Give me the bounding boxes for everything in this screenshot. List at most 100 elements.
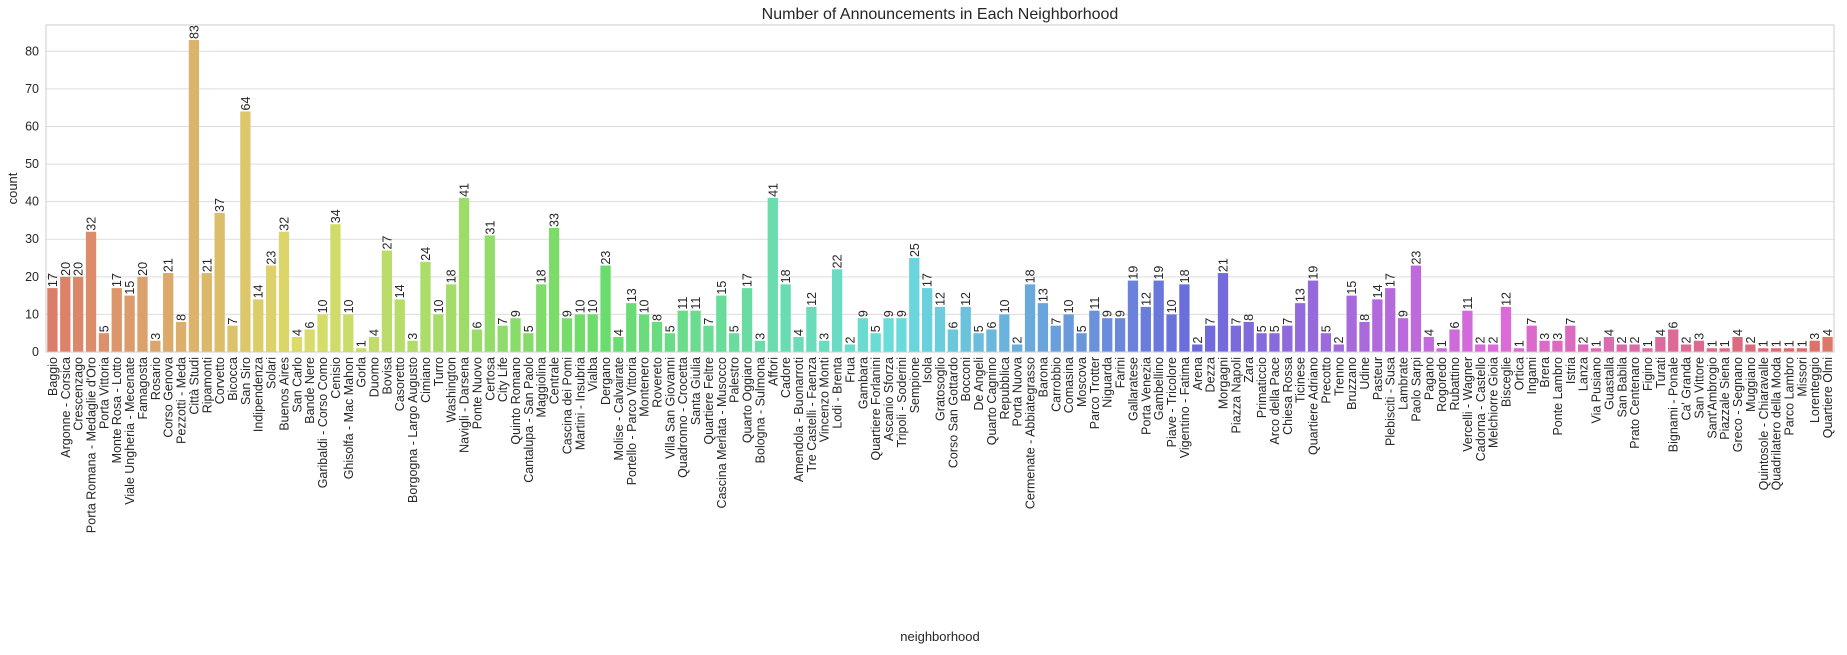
bar-value-label: 5: [522, 325, 536, 332]
bar-value-label: 1: [1590, 340, 1604, 347]
x-tick-label: Città Studi: [187, 357, 201, 415]
bar-value-label: 3: [406, 333, 420, 340]
bars-layer: [47, 40, 1833, 352]
x-tick-label: Rogoredo: [1435, 357, 1449, 412]
x-tick-label: Prato Centenaro: [1628, 357, 1642, 449]
x-tick-label: Vercelli - Wagner: [1461, 357, 1475, 452]
bar: [844, 344, 856, 352]
bar: [1204, 325, 1216, 352]
bar-value-label: 18: [779, 269, 793, 283]
x-tick-label: Molise - Calvairate: [612, 357, 626, 461]
x-tick-label: Quintosole - Chiaravalle: [1757, 357, 1771, 490]
bar: [291, 336, 302, 352]
bar-value-label: 8: [1242, 314, 1256, 321]
x-tick-label: Primaticcio: [1255, 357, 1269, 418]
bar-value-label: 19: [1152, 266, 1166, 280]
x-tick-label: San Vittore: [1692, 357, 1706, 419]
x-tick-label: Ticinese: [1294, 357, 1308, 403]
x-tick-label: Ortica: [1512, 357, 1526, 390]
x-tick-label: Lodi - Brenta: [831, 357, 845, 429]
bar: [1809, 340, 1820, 352]
bar: [896, 318, 907, 352]
x-tick-label: Bocconi: [959, 357, 973, 401]
bar-value-label: 7: [1204, 318, 1218, 325]
bar: [677, 310, 688, 352]
bar-value-label: 24: [419, 247, 433, 261]
x-tick-label: Quartiere Feltre: [702, 357, 716, 445]
bar-value-label: 10: [638, 299, 652, 313]
x-tick-label: Baggio: [46, 357, 60, 396]
x-tick-label: Cascina Merlata - Musocco: [715, 357, 729, 508]
x-tick-label: San Babila: [1615, 357, 1629, 418]
bar: [111, 288, 122, 352]
bar-value-label: 2: [1191, 336, 1205, 343]
x-tick-label: Pezzotti - Meda: [175, 357, 189, 444]
bar-value-label: 10: [316, 299, 330, 313]
bar: [446, 284, 457, 352]
bar-value-label: 7: [1049, 318, 1063, 325]
x-tick-label: Quarto Cagnino: [985, 357, 999, 445]
bar: [1796, 348, 1807, 352]
bar: [73, 276, 84, 352]
bar-value-label: 1: [1705, 340, 1719, 347]
bar-value-label: 21: [162, 258, 176, 272]
bar: [1153, 280, 1164, 352]
bar-value-label: 11: [676, 297, 690, 310]
x-tick-label: Lorenteggio: [1808, 357, 1822, 423]
x-tick-label: Corso San Gottardo: [946, 357, 960, 468]
bar: [394, 299, 405, 352]
x-tick-label: Rubattino: [1448, 357, 1462, 411]
bar-value-label: 5: [1319, 325, 1333, 332]
bar-value-label: 6: [303, 321, 317, 328]
x-tick-label: Bicocca: [226, 357, 240, 401]
bar: [690, 310, 701, 352]
x-tick-label: Cimiano: [419, 357, 433, 403]
bar: [240, 111, 251, 352]
bar: [60, 276, 71, 352]
x-tick-label: Certosa: [483, 357, 497, 401]
x-tick-label: Guastalla: [1602, 357, 1616, 410]
bar-value-label: 64: [239, 96, 253, 110]
bar-value-label: 3: [818, 333, 832, 340]
bar: [471, 329, 483, 352]
bar: [137, 276, 148, 352]
y-axis-label: count: [5, 172, 20, 204]
x-tick-label: Istria: [1564, 357, 1578, 384]
x-tick-label: Morgagni: [1216, 357, 1230, 409]
bar-value-label: 17: [1384, 273, 1398, 287]
x-tick-label: Repubblica: [998, 357, 1012, 420]
bar-value-label: 18: [1024, 269, 1038, 283]
bar: [1732, 336, 1743, 352]
bar: [1063, 314, 1074, 352]
bar-value-label: 1: [1512, 340, 1526, 347]
bar: [1089, 310, 1100, 352]
x-tick-label: Ponte Nuovo: [470, 357, 484, 429]
bar: [999, 314, 1010, 352]
bar-value-label: 1: [1641, 340, 1655, 347]
bar-value-label: 12: [1139, 292, 1153, 306]
bar-value-label: 83: [187, 25, 201, 39]
bar-value-label: 21: [200, 258, 214, 272]
bar-value-label: 20: [72, 262, 86, 276]
bar: [934, 306, 946, 352]
bar-value-label: 10: [342, 299, 356, 313]
bar-value-label: 2: [1474, 336, 1488, 343]
bar-value-label: 8: [651, 314, 665, 321]
x-tick-label: Borgogna - Largo Augusto: [406, 357, 420, 503]
x-tick-label: Washington: [445, 357, 459, 423]
bar: [1024, 284, 1036, 352]
bar: [703, 325, 714, 352]
bar: [163, 273, 174, 352]
bar: [1680, 344, 1692, 352]
bar: [1102, 318, 1113, 352]
bar: [1590, 348, 1602, 352]
bar-value-label: 7: [1564, 318, 1578, 325]
bar-value-label: 13: [1036, 288, 1050, 302]
bar: [626, 303, 637, 352]
bar: [343, 314, 354, 352]
bar-value-label: 25: [908, 243, 922, 257]
bar-value-label: 11: [1088, 297, 1102, 310]
bar-value-label: 6: [1667, 321, 1681, 328]
bar-value-label: 2: [1487, 336, 1501, 343]
